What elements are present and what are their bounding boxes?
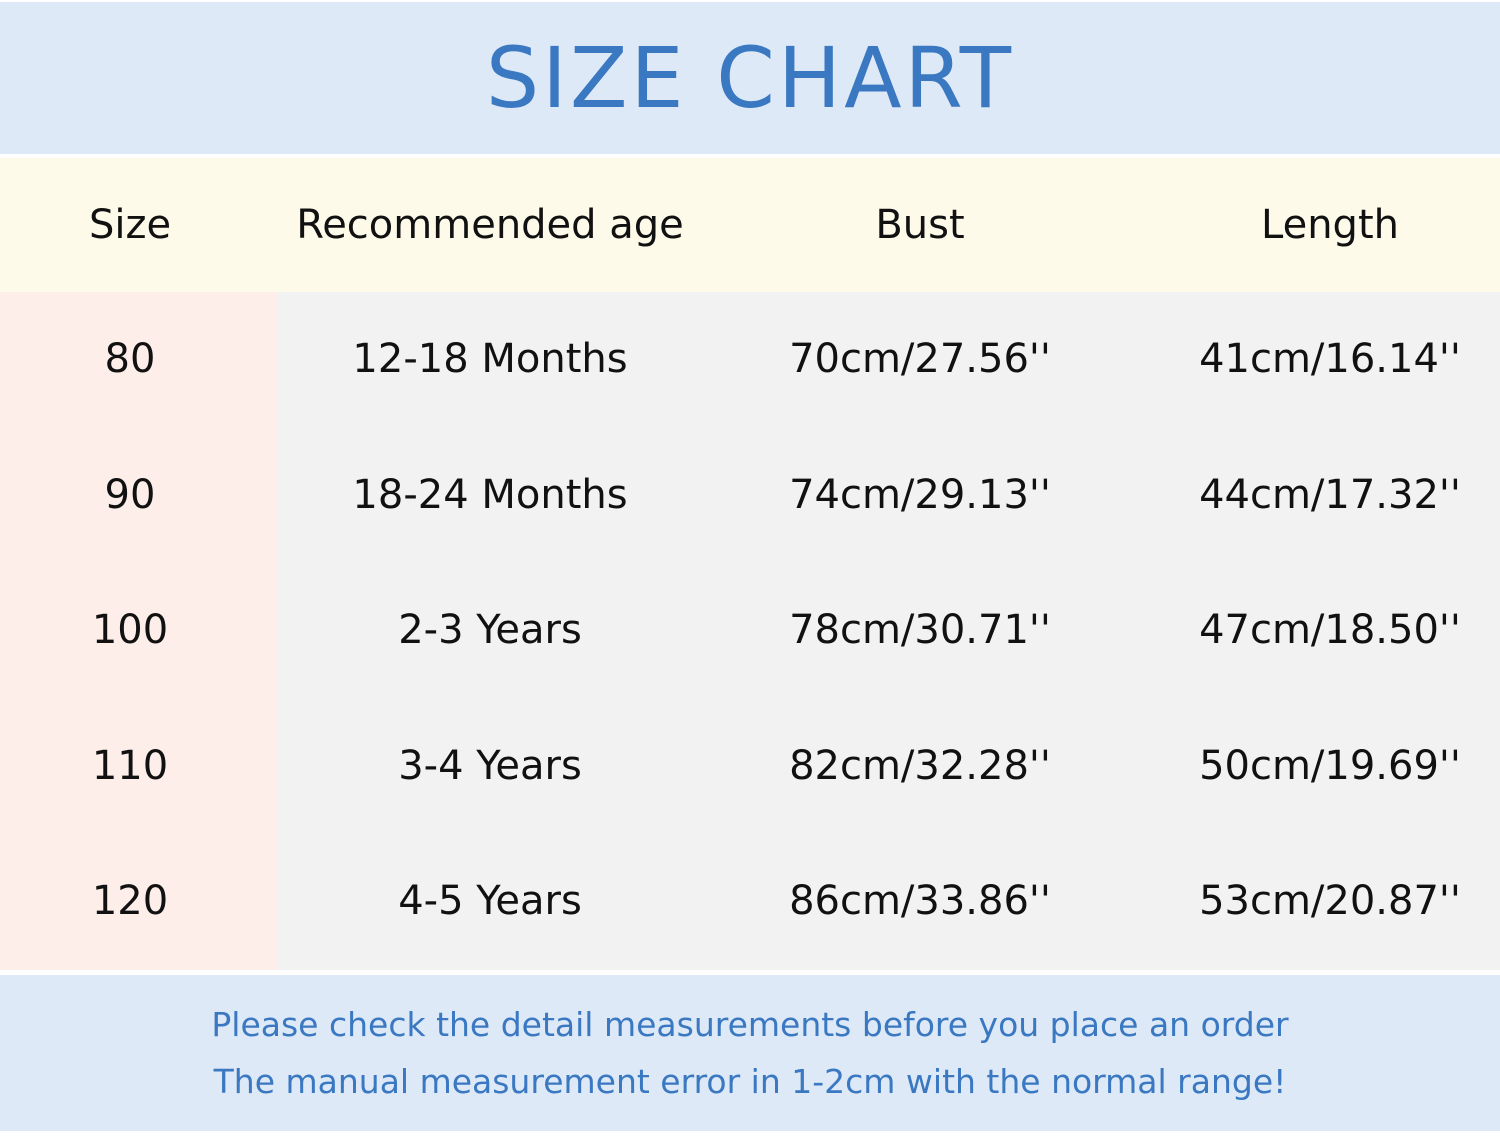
cell-size: 110 bbox=[91, 742, 169, 789]
cell-size: 80 bbox=[104, 336, 156, 382]
footer-line-1: Please check the detail measurements bef… bbox=[211, 1005, 1289, 1044]
cell-bust: 86cm/33.86'' bbox=[789, 878, 1051, 925]
cell-size: 90 bbox=[104, 471, 156, 518]
cell-age: 12-18 Months bbox=[352, 336, 628, 382]
footer-line-2: The manual measurement error in 1-2cm wi… bbox=[213, 1062, 1287, 1101]
cell-bust: 82cm/32.28'' bbox=[789, 742, 1051, 789]
cell-size: 120 bbox=[91, 878, 169, 925]
cell-bust: 74cm/29.13'' bbox=[789, 471, 1051, 518]
cell-size: 100 bbox=[91, 607, 169, 654]
cell-age: 3-4 Years bbox=[398, 742, 582, 789]
cell-length: 47cm/18.50'' bbox=[1199, 607, 1461, 654]
footer-note: Please check the detail measurements bef… bbox=[0, 975, 1500, 1131]
column-header-length: Length bbox=[1261, 202, 1399, 248]
cell-length: 41cm/16.14'' bbox=[1199, 336, 1461, 382]
title-band: SIZE CHART bbox=[0, 2, 1500, 154]
column-header-size: Size bbox=[88, 202, 172, 248]
table-body: 80 12-18 Months 70cm/27.56'' 41cm/16.14'' 90… bbox=[0, 292, 1500, 970]
cell-length: 53cm/20.87'' bbox=[1199, 878, 1461, 925]
cell-age: 18-24 Months bbox=[352, 471, 628, 518]
table-header: Size Recommended age Bust Length bbox=[0, 158, 1500, 292]
cell-age: 2-3 Years bbox=[398, 607, 582, 654]
cell-bust: 70cm/27.56'' bbox=[789, 336, 1051, 382]
cell-length: 44cm/17.32'' bbox=[1199, 471, 1461, 518]
page-title: SIZE CHART bbox=[485, 29, 1015, 127]
cell-age: 4-5 Years bbox=[398, 878, 582, 925]
size-column-background bbox=[0, 292, 278, 970]
column-header-bust: Bust bbox=[875, 202, 965, 248]
cell-bust: 78cm/30.71'' bbox=[789, 607, 1051, 654]
column-header-age: Recommended age bbox=[296, 202, 684, 248]
cell-length: 50cm/19.69'' bbox=[1199, 742, 1461, 789]
